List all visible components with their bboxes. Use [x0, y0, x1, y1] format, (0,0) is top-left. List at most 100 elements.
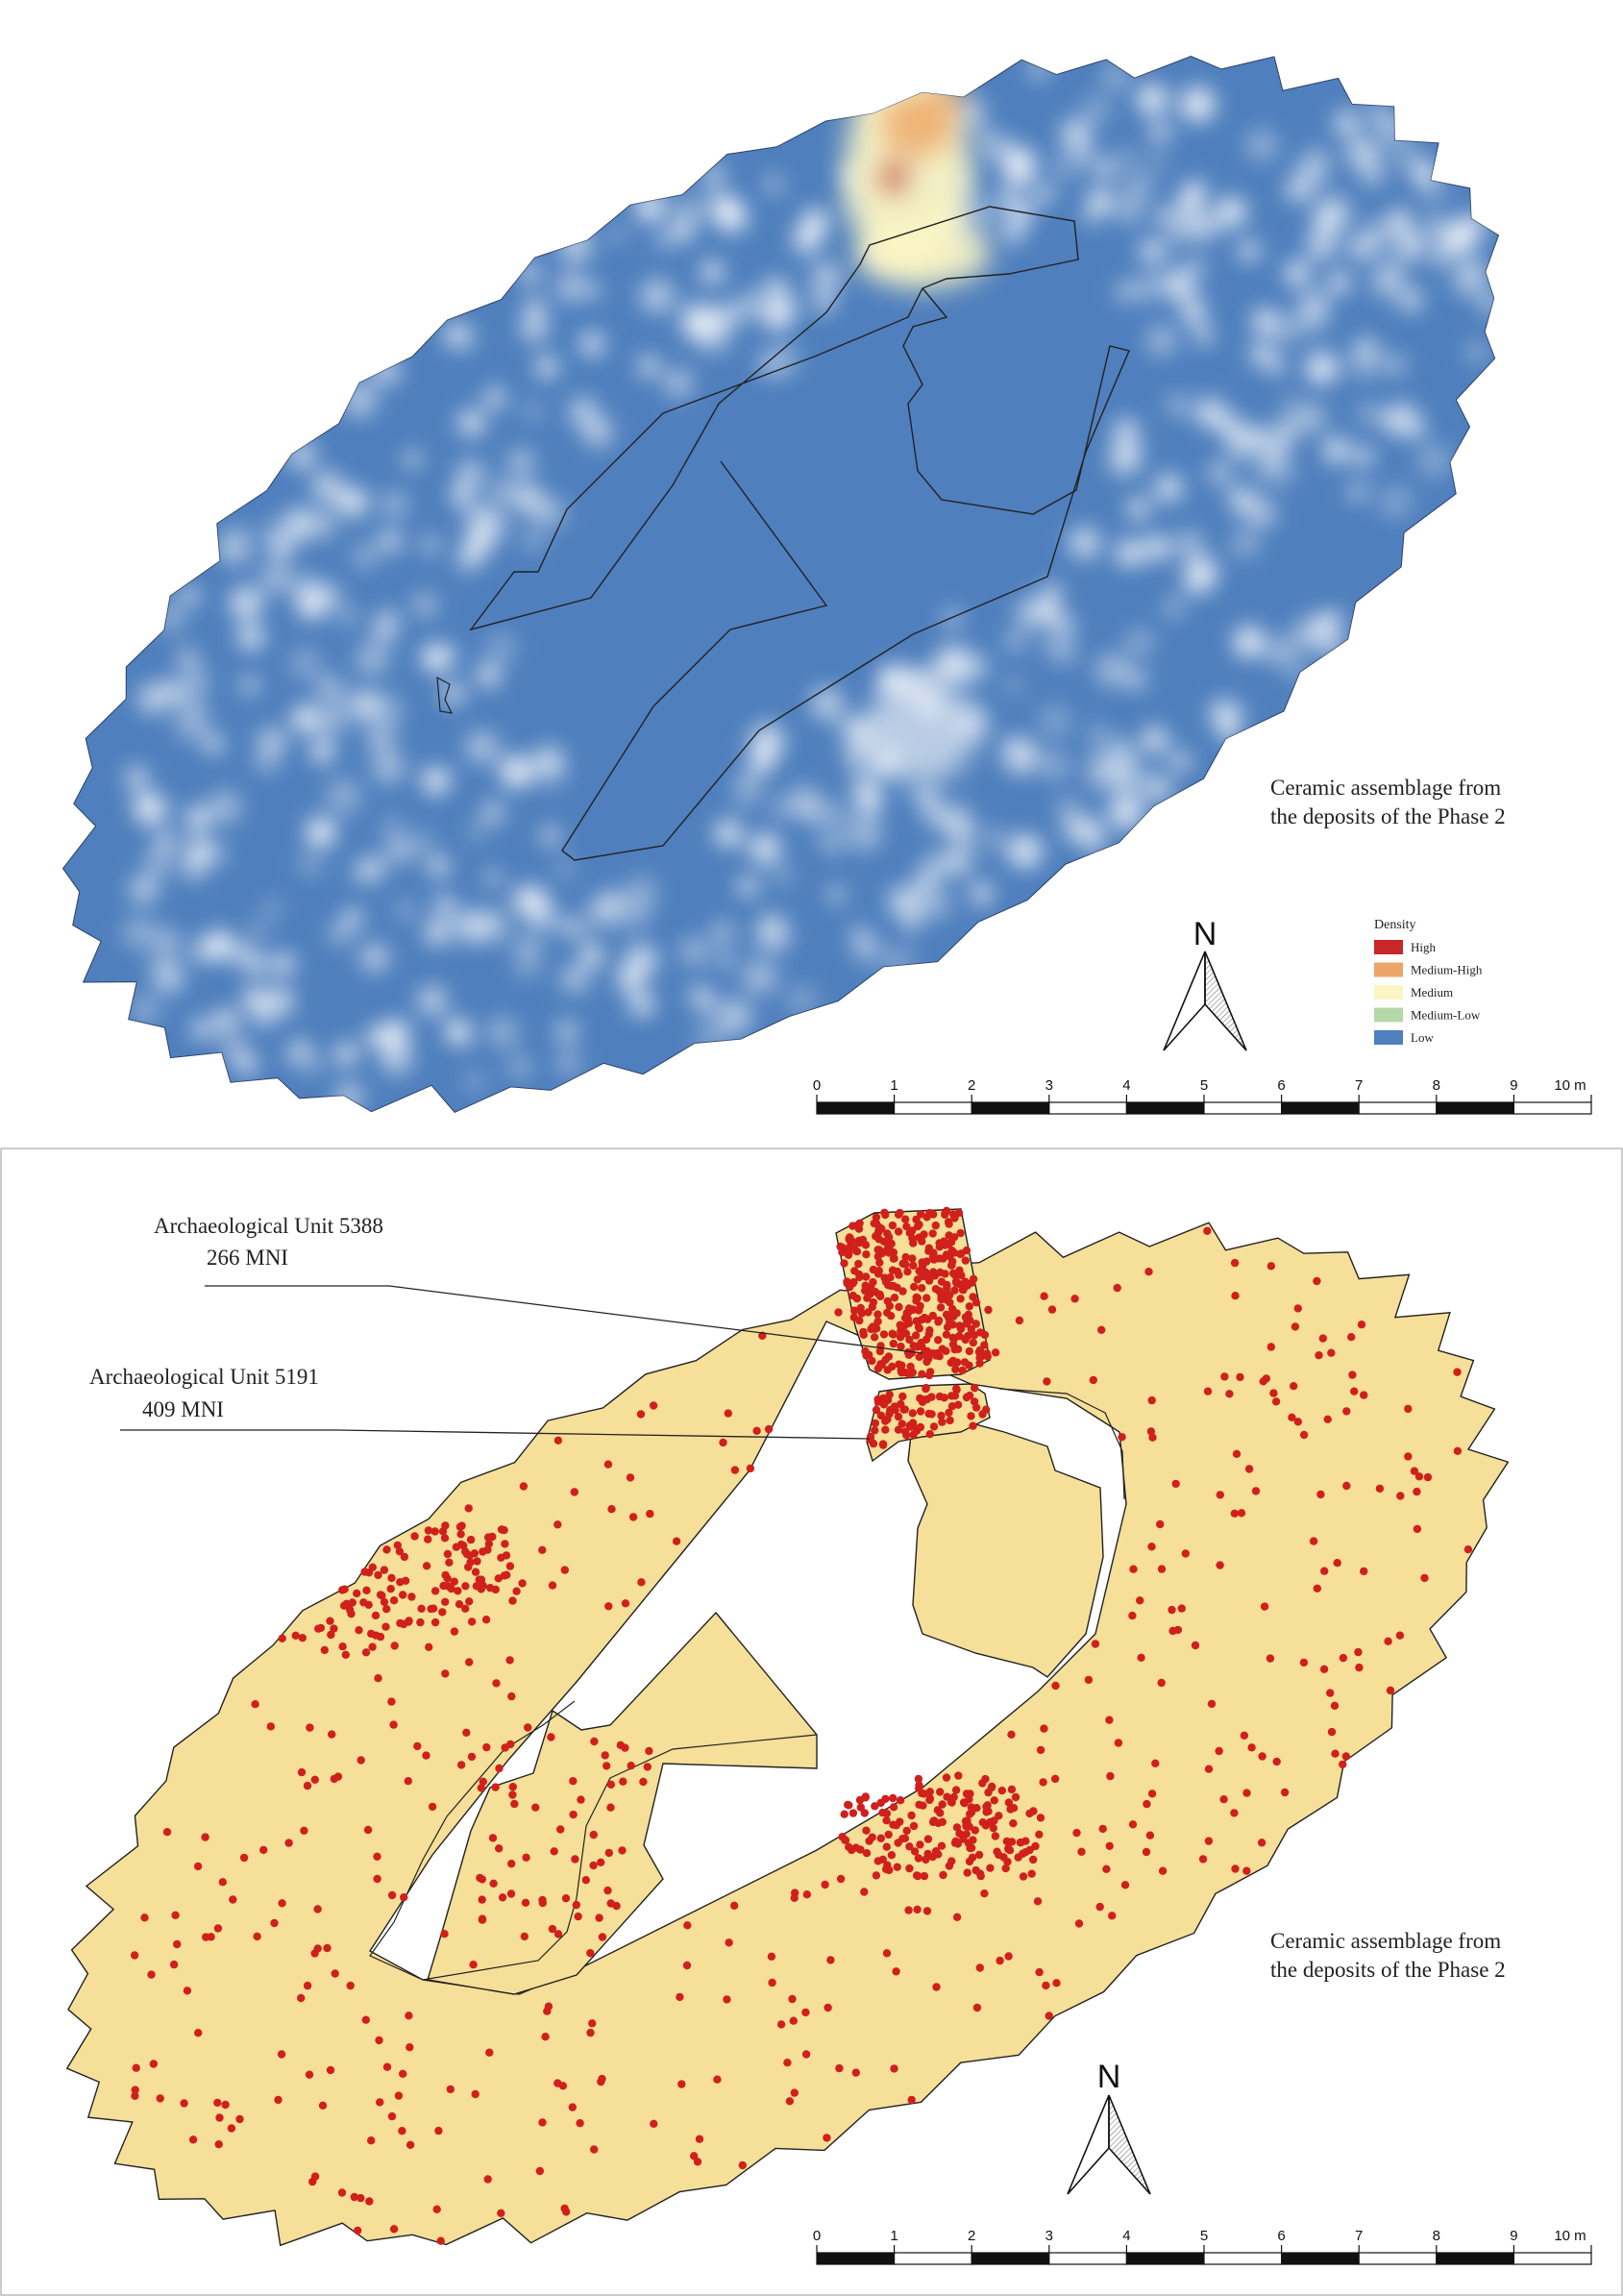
sherd-point	[387, 2111, 397, 2121]
sherd-point	[481, 1616, 491, 1624]
scale-tick-label: 1	[890, 2228, 898, 2244]
sherd-point	[465, 1597, 474, 1606]
sherd-point	[626, 1473, 635, 1482]
sherd-point	[338, 1642, 347, 1651]
sherd-point	[878, 1248, 887, 1258]
sherd-point	[1236, 1372, 1244, 1382]
sherd-point	[991, 1832, 1000, 1840]
sherd-point	[904, 1350, 914, 1360]
sherd-point	[405, 1617, 413, 1625]
sherd-point	[841, 1836, 849, 1844]
sherd-point	[872, 1405, 881, 1415]
sherd-point	[898, 1420, 906, 1428]
scale-segment	[971, 2252, 1050, 2265]
sherd-point	[915, 1267, 923, 1275]
sherd-point	[860, 1888, 869, 1896]
sherd-point	[954, 1771, 963, 1780]
sherd-point	[937, 1295, 946, 1304]
sherd-point	[961, 1256, 970, 1265]
sherd-point	[180, 2099, 188, 2108]
sherd-point	[690, 2152, 699, 2160]
sherd-point	[364, 1600, 373, 1610]
sherd-point	[422, 1751, 430, 1760]
sherd-point	[229, 1895, 237, 1904]
sherd-point	[310, 2172, 320, 2181]
sherd-point	[725, 1938, 733, 1947]
sherd-point	[969, 1421, 977, 1430]
sherd-point	[962, 1830, 971, 1839]
sherd-point	[916, 1301, 924, 1311]
sherd-point	[823, 2134, 831, 2142]
sherd-point	[914, 1774, 923, 1784]
sherd-point	[948, 1333, 957, 1343]
sherd-point	[1036, 1814, 1045, 1822]
sherd-point	[1240, 1731, 1249, 1741]
sherd-point	[972, 2003, 982, 2012]
sherd-point	[723, 1995, 731, 2004]
sherd-point	[965, 1302, 973, 1311]
sherd-point	[512, 1587, 521, 1595]
sherd-point	[991, 1348, 1000, 1357]
sherd-point	[875, 1258, 884, 1268]
sherd-point	[1355, 1663, 1364, 1672]
sherd-point	[1045, 2012, 1053, 2020]
sherd-point	[849, 1243, 858, 1251]
sherd-point	[881, 1864, 891, 1874]
sherd-point	[387, 1573, 396, 1583]
sherd-point	[890, 1294, 899, 1302]
sherd-point	[422, 1562, 431, 1570]
sherd-point	[924, 1370, 934, 1380]
sherd-point	[944, 1240, 953, 1249]
sherd-point	[960, 1798, 969, 1808]
sherd-point	[920, 1790, 928, 1798]
sherd-point	[990, 1796, 999, 1805]
legend-swatch	[1374, 1007, 1403, 1023]
sherd-point	[785, 2097, 795, 2106]
sherd-point	[891, 1406, 899, 1415]
sherd-point	[1262, 1374, 1271, 1383]
sherd-point	[975, 1963, 984, 1972]
sherd-point	[548, 1581, 557, 1590]
sherd-point	[874, 1267, 883, 1275]
sherd-point	[904, 1906, 913, 1914]
sherd-point	[424, 1535, 432, 1543]
sherd-point	[382, 1545, 391, 1554]
sherd-point	[901, 1215, 910, 1223]
sherd-point	[560, 1566, 569, 1574]
sherd-point	[860, 1809, 869, 1817]
sherd-point	[450, 1577, 458, 1586]
sherd-point	[876, 1834, 885, 1843]
sherd-point	[984, 1305, 993, 1315]
sherd-point	[300, 1826, 308, 1836]
sherd-point	[677, 2080, 686, 2088]
sherd-point	[878, 1808, 887, 1817]
sherd-point	[438, 1608, 447, 1617]
sherd-point	[346, 1981, 355, 1990]
sherd-point	[386, 1585, 395, 1593]
sherd-point	[466, 1535, 476, 1544]
sherd-point	[988, 1782, 996, 1791]
sherd-point	[221, 2100, 230, 2110]
scale-tick-label: 7	[1355, 1077, 1363, 1094]
sherd-point	[1319, 1665, 1329, 1674]
sherd-point	[253, 1932, 261, 1941]
sherd-point	[1331, 1749, 1340, 1758]
sherd-point	[929, 1422, 939, 1431]
sherd-point	[885, 1390, 894, 1399]
scale-segment	[1048, 1101, 1128, 1115]
top-north-arrow: N	[1163, 916, 1247, 1051]
sherd-point	[475, 1575, 483, 1584]
sherd-point	[471, 1568, 480, 1576]
sherd-point	[1339, 1653, 1348, 1663]
sherd-point	[387, 1697, 396, 1706]
scale-tick-label: 8	[1433, 1077, 1440, 1094]
sherd-point	[883, 1229, 892, 1238]
sherd-point	[1007, 1785, 1017, 1794]
sherd-point	[878, 1440, 888, 1448]
sherd-point	[588, 2019, 597, 2028]
sherd-point	[561, 1894, 571, 1903]
sherd-point	[455, 1522, 465, 1531]
scale-segment	[816, 2252, 896, 2265]
sherd-point	[918, 1284, 926, 1293]
sherd-point	[1027, 1869, 1036, 1878]
